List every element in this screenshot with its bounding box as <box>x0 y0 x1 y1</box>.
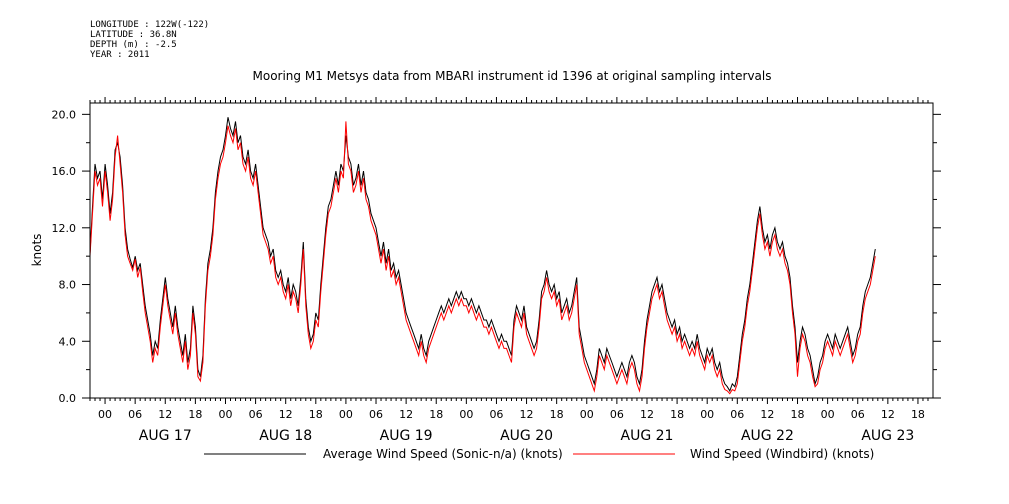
x-hour-label: 06 <box>610 408 624 421</box>
y-tick-label: 16.0 <box>52 165 77 178</box>
x-day-label: AUG 18 <box>259 428 312 444</box>
mooring-metadata: LONGITUDE : 122W(-122) LATITUDE : 36.8N … <box>90 20 209 60</box>
x-hour-label: 18 <box>429 408 443 421</box>
x-hour-label: 06 <box>730 408 744 421</box>
x-day-label: AUG 17 <box>139 428 192 444</box>
x-hour-label: 06 <box>249 408 263 421</box>
x-hour-label: 00 <box>580 408 594 421</box>
y-tick-label: 8.0 <box>59 279 77 292</box>
x-hour-label: 06 <box>851 408 865 421</box>
x-hour-label: 00 <box>98 408 112 421</box>
x-hour-label: 18 <box>188 408 202 421</box>
series-lines <box>89 117 876 395</box>
x-hour-label: 06 <box>128 408 142 421</box>
series-line-sonic <box>89 117 876 393</box>
x-day-label: AUG 19 <box>380 428 433 444</box>
x-hour-label: 00 <box>700 408 714 421</box>
legend-label-sonic: Average Wind Speed (Sonic-n/a) (knots) <box>323 447 563 461</box>
x-hour-label: 18 <box>911 408 925 421</box>
x-hour-label: 12 <box>158 408 172 421</box>
y-axis-label: knots <box>30 234 44 267</box>
x-hour-label: 00 <box>821 408 835 421</box>
x-hour-label: 12 <box>640 408 654 421</box>
latitude-label: LATITUDE : 36.8N <box>90 30 177 40</box>
x-hour-label: 18 <box>550 408 564 421</box>
x-hour-label: 18 <box>670 408 684 421</box>
legend-label-windbird: Wind Speed (Windbird) (knots) <box>690 447 874 461</box>
x-day-label: AUG 21 <box>621 428 674 444</box>
x-hour-label: 18 <box>309 408 323 421</box>
x-hour-label: 18 <box>791 408 805 421</box>
x-hour-label: 00 <box>218 408 232 421</box>
chart-title: Mooring M1 Metsys data from MBARI instru… <box>253 69 772 83</box>
y-tick-label: 0.0 <box>59 392 77 405</box>
y-tick-label: 4.0 <box>59 335 77 348</box>
year-label: YEAR : 2011 <box>90 50 150 60</box>
x-day-label: AUG 22 <box>741 428 794 444</box>
x-axis-hour-labels: 00 06 12 18 00 06 12 18 00 06 12 18 00 06 12 18 00 06 12 18… <box>98 408 925 421</box>
series-line-windbird <box>89 121 876 395</box>
x-hour-label: 00 <box>459 408 473 421</box>
x-day-label: AUG 23 <box>861 428 914 444</box>
y-tick-label: 20.0 <box>52 108 77 121</box>
x-hour-label: 12 <box>881 408 895 421</box>
x-hour-label: 12 <box>760 408 774 421</box>
depth-label: DEPTH (m) : -2.5 <box>90 40 177 50</box>
x-hour-label: 12 <box>399 408 413 421</box>
x-hour-label: 06 <box>369 408 383 421</box>
plot-frame <box>89 102 934 399</box>
x-hour-label: 12 <box>520 408 534 421</box>
x-hour-label: 06 <box>489 408 503 421</box>
x-axis-day-labels: AUG 17 AUG 18 AUG 19 AUG 20 AUG 21 AUG 22 AUG … <box>139 428 915 444</box>
y-tick-label: 12.0 <box>52 222 77 235</box>
legend: Average Wind Speed (Sonic-n/a) (knots) W… <box>204 447 874 461</box>
y-axis-tick-labels: 0.0 4.0 8.0 12.0 16.0 20.0 <box>52 108 77 405</box>
x-hour-label: 00 <box>339 408 353 421</box>
x-hour-label: 12 <box>279 408 293 421</box>
x-day-label: AUG 20 <box>500 428 553 444</box>
longitude-label: LONGITUDE : 122W(-122) <box>90 20 210 30</box>
